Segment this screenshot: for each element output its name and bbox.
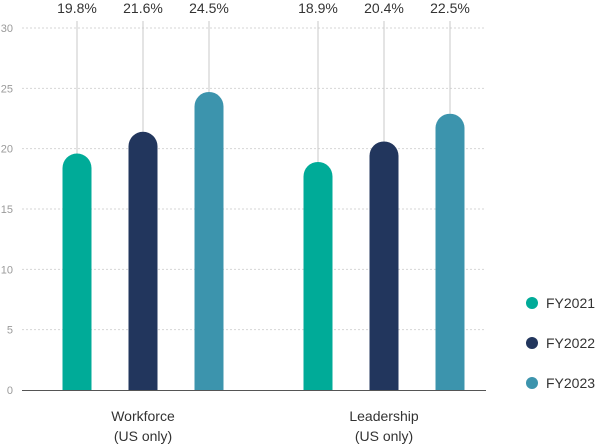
y-tick-label: 0 [7, 385, 13, 397]
legend: FY2021 FY2022 FY2023 [526, 295, 595, 391]
data-label: 24.5% [189, 0, 229, 16]
legend-label: FY2023 [546, 375, 595, 391]
legend-swatch [526, 297, 538, 309]
category-label: Workforce [111, 408, 175, 424]
y-tick-label: 30 [1, 23, 13, 35]
legend-label: FY2021 [546, 295, 595, 311]
bar [128, 131, 158, 391]
legend-label: FY2022 [546, 335, 595, 351]
bar [62, 153, 92, 390]
bar [435, 113, 465, 390]
y-tick-label: 20 [1, 144, 13, 156]
bar [194, 91, 224, 390]
legend-swatch [526, 337, 538, 349]
data-label: 21.6% [123, 0, 163, 16]
y-tick-label: 10 [1, 264, 13, 276]
y-tick-label: 15 [1, 204, 13, 216]
bar [303, 161, 333, 390]
y-axis: 0 5 10 15 20 25 30 [1, 23, 13, 397]
category-label: (US only) [114, 428, 172, 444]
value-labels: 19.8% 18.9% 21.6% 20.4% 24.5% 22.5% [57, 0, 470, 16]
bars [62, 21, 465, 391]
legend-swatch [526, 377, 538, 389]
bar [369, 141, 399, 390]
data-label: 18.9% [298, 0, 338, 16]
gridlines [22, 27, 486, 331]
y-tick-label: 25 [1, 83, 13, 95]
data-label: 22.5% [430, 0, 470, 16]
category-label: (US only) [355, 428, 413, 444]
data-label: 20.4% [364, 0, 404, 16]
data-label: 19.8% [57, 0, 97, 16]
x-axis: Workforce (US only) Leadership (US only) [22, 390, 486, 444]
y-tick-label: 5 [7, 325, 13, 337]
category-label: Leadership [349, 408, 418, 424]
